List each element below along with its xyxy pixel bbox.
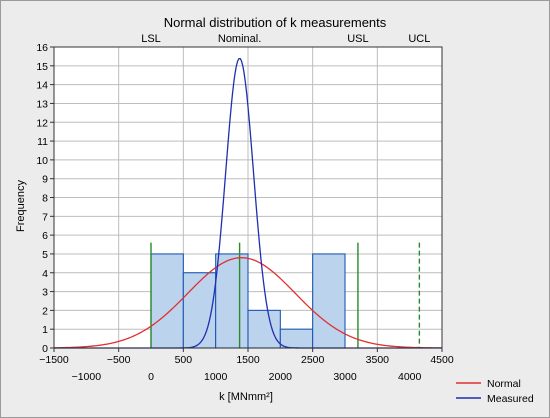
y-tick-label: 10 bbox=[36, 155, 48, 167]
y-tick-label: 15 bbox=[36, 61, 48, 73]
chart-title: Normal distribution of k measurements bbox=[164, 15, 387, 30]
y-tick-label: 0 bbox=[42, 343, 48, 355]
reference-label: USL bbox=[347, 33, 368, 45]
histogram-bars bbox=[150, 253, 346, 349]
x-tick-label: −1000 bbox=[72, 371, 102, 383]
x-tick-label: 1000 bbox=[204, 371, 228, 383]
y-tick-label: 16 bbox=[36, 42, 48, 54]
curve-normal bbox=[53, 257, 443, 349]
y-tick-label: 7 bbox=[42, 211, 48, 223]
reference-label: Nominal. bbox=[218, 33, 261, 45]
histogram-bar bbox=[312, 253, 346, 349]
x-tick-label: 500 bbox=[175, 354, 193, 366]
reference-line-labels: LSL Nominal. USL UCL bbox=[141, 33, 430, 45]
x-tick-label: −1500 bbox=[39, 354, 69, 366]
y-axis-label: Frequency bbox=[15, 180, 27, 232]
y-tick-label: 6 bbox=[42, 230, 48, 242]
legend: Normal Measured bbox=[456, 378, 534, 405]
x-tick-label: −500 bbox=[107, 354, 131, 366]
y-tick-label: 11 bbox=[37, 136, 48, 148]
x-axis-label: k [MNmm²] bbox=[219, 391, 273, 403]
y-tick-label: 1 bbox=[42, 324, 48, 336]
x-tick-label: 2000 bbox=[269, 371, 293, 383]
x-tick-label: 1500 bbox=[236, 354, 260, 366]
histogram-bar bbox=[247, 309, 281, 349]
x-tick-label: 4000 bbox=[398, 371, 422, 383]
legend-label-measured: Measured bbox=[487, 393, 534, 405]
y-tick-label: 4 bbox=[42, 268, 48, 280]
y-tick-label: 3 bbox=[42, 287, 48, 299]
y-tick-label: 5 bbox=[42, 249, 48, 261]
histogram-bar bbox=[279, 328, 314, 349]
legend-label-normal: Normal bbox=[487, 378, 521, 390]
x-axis-ticks: −1500 −500 500 1500 2500 3500 4500 −1000 0 1000 20… bbox=[39, 348, 454, 383]
y-tick-label: 8 bbox=[42, 193, 48, 205]
y-tick-label: 13 bbox=[36, 98, 48, 110]
y-tick-label: 14 bbox=[36, 80, 48, 92]
x-tick-label: 4500 bbox=[430, 354, 454, 366]
x-tick-label: 2500 bbox=[301, 354, 325, 366]
reference-label: LSL bbox=[141, 33, 161, 45]
x-tick-label: 3500 bbox=[366, 354, 390, 366]
reference-lines bbox=[150, 242, 421, 348]
histogram-bar bbox=[182, 272, 217, 349]
y-tick-label: 12 bbox=[36, 117, 48, 129]
y-tick-label: 9 bbox=[42, 174, 48, 186]
x-tick-label: 3000 bbox=[333, 371, 357, 383]
reference-label: UCL bbox=[408, 33, 430, 45]
x-tick-label: 0 bbox=[148, 371, 154, 383]
histogram-bar bbox=[215, 253, 249, 349]
histogram-bar bbox=[150, 253, 184, 349]
y-tick-label: 2 bbox=[42, 305, 48, 317]
